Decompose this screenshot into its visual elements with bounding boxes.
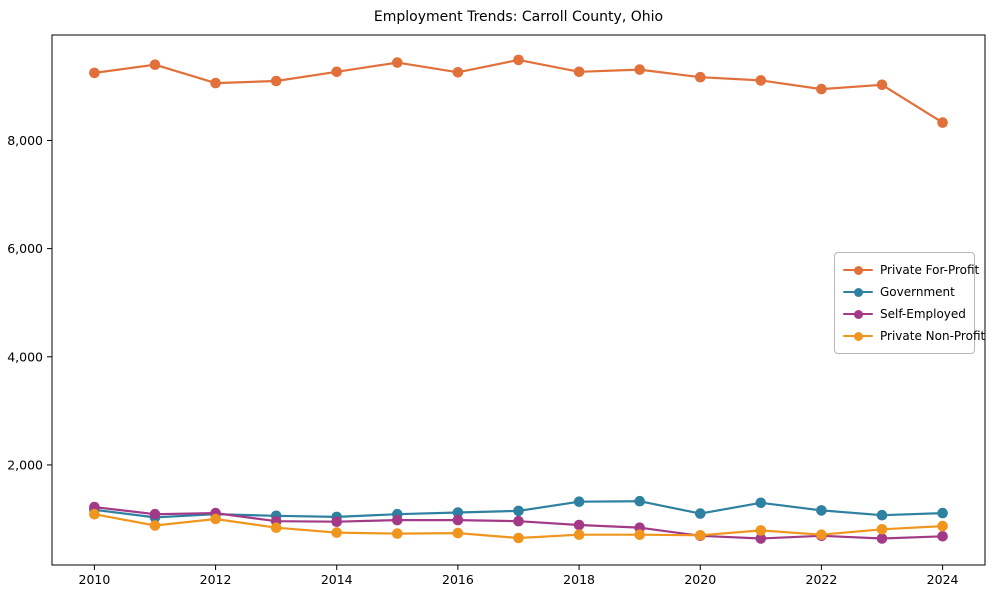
data-point-private-non-profit xyxy=(937,520,948,532)
x-tick-label: 2020 xyxy=(684,572,716,587)
data-point-government xyxy=(634,495,645,507)
data-point-private-for-profit xyxy=(149,59,161,70)
data-point-government xyxy=(513,505,524,517)
data-point-government xyxy=(452,507,464,518)
legend-marker-government xyxy=(843,286,873,298)
y-tick-label: 2,000 xyxy=(7,457,43,472)
legend-item-private-non-profit: Private Non-Profit xyxy=(843,325,985,347)
data-point-private-non-profit xyxy=(695,530,706,541)
data-point-private-non-profit xyxy=(452,527,464,539)
data-point-private-non-profit xyxy=(816,529,827,540)
data-point-government xyxy=(816,505,827,516)
legend-marker-private-non-profit xyxy=(843,330,873,342)
data-point-self-employed xyxy=(937,531,948,542)
data-point-self-employed xyxy=(513,515,524,527)
data-point-government xyxy=(573,496,585,508)
legend: Private For-Profit Government Self-Employe… xyxy=(834,252,985,354)
x-tick-label: 2010 xyxy=(79,572,111,587)
x-tick-label: 2022 xyxy=(806,572,838,587)
data-point-private-for-profit xyxy=(937,117,948,128)
legend-item-self-employed: Self-Employed xyxy=(843,303,966,325)
data-point-private-non-profit xyxy=(755,525,767,536)
data-point-private-non-profit xyxy=(89,508,100,520)
x-tick-label: 2024 xyxy=(927,572,959,587)
legend-item-government: Government xyxy=(843,281,966,303)
y-tick-label: 4,000 xyxy=(7,349,43,364)
x-tick-label: 2016 xyxy=(442,572,474,587)
legend-marker-private-for-profit xyxy=(843,264,873,276)
data-point-government xyxy=(876,509,888,521)
y-tick-label: 6,000 xyxy=(7,241,43,256)
data-point-private-for-profit xyxy=(270,75,282,87)
data-point-self-employed xyxy=(392,514,403,526)
chart-title: Employment Trends: Carroll County, Ohio xyxy=(373,9,664,25)
legend-label-private-non-profit: Private Non-Profit xyxy=(880,329,986,343)
data-point-private-for-profit xyxy=(695,71,706,83)
data-point-private-non-profit xyxy=(634,529,645,540)
x-tick-label: 2012 xyxy=(200,572,232,587)
axes-frame xyxy=(51,34,986,566)
data-point-self-employed xyxy=(755,533,767,544)
data-point-private-for-profit xyxy=(816,83,827,95)
data-point-private-non-profit xyxy=(513,532,524,544)
data-point-private-for-profit xyxy=(876,79,888,91)
data-point-private-non-profit xyxy=(210,513,221,525)
data-point-private-non-profit xyxy=(149,520,161,531)
y-tick-label: 8,000 xyxy=(7,133,43,148)
legend-label-self-employed: Self-Employed xyxy=(880,307,966,321)
data-point-private-for-profit xyxy=(513,54,524,66)
data-point-self-employed xyxy=(876,533,888,544)
legend-item-private-for-profit: Private For-Profit xyxy=(843,259,979,281)
data-point-private-for-profit xyxy=(452,67,464,78)
legend-label-government: Government xyxy=(880,285,955,299)
data-point-private-non-profit xyxy=(573,529,585,540)
x-tick-label: 2014 xyxy=(321,572,353,587)
data-point-private-for-profit xyxy=(573,66,585,78)
data-point-private-for-profit xyxy=(755,75,767,86)
data-point-self-employed xyxy=(573,519,585,531)
x-tick-label: 2018 xyxy=(563,572,595,587)
data-point-private-for-profit xyxy=(634,64,645,75)
legend-label-private-for-profit: Private For-Profit xyxy=(880,263,980,277)
data-point-self-employed xyxy=(452,514,464,526)
legend-marker-self-employed xyxy=(843,308,873,320)
data-point-private-non-profit xyxy=(270,522,282,533)
data-point-self-employed xyxy=(149,508,161,520)
data-point-private-for-profit xyxy=(331,66,343,78)
data-point-government xyxy=(695,508,706,519)
data-point-private-non-profit xyxy=(392,528,403,539)
data-point-private-for-profit xyxy=(210,77,221,89)
data-point-private-non-profit xyxy=(331,527,343,538)
data-point-government xyxy=(755,497,767,509)
data-point-private-for-profit xyxy=(392,57,403,68)
data-point-private-non-profit xyxy=(876,524,888,535)
data-point-self-employed xyxy=(331,516,343,527)
data-point-government xyxy=(937,507,948,519)
data-point-private-for-profit xyxy=(89,67,100,79)
series-line-private-for-profit xyxy=(93,58,944,124)
